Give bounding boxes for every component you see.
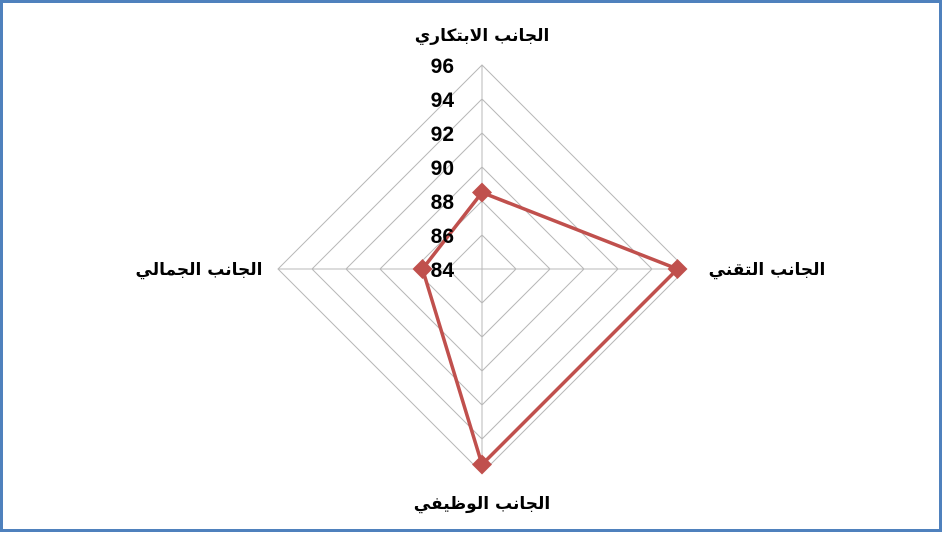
category-label-technical: الجانب التقني — [709, 260, 826, 280]
category-label-functional: الجانب الوظيفي — [414, 494, 550, 514]
grid — [277, 64, 687, 474]
category-label-innovative: الجانب الابتكاري — [415, 26, 550, 46]
tick-label: 88 — [431, 191, 455, 214]
tick-label: 94 — [431, 89, 455, 112]
category-label-aesthetic: الجانب الجمالي — [136, 260, 263, 280]
tick-label: 86 — [431, 225, 454, 248]
radar-chart: 84 86 88 90 92 94 96 الجانب الابتكاري ال… — [136, 26, 826, 514]
category-labels: الجانب الابتكاري الجانب التقني الجانب ال… — [136, 26, 826, 514]
data-point-marker — [472, 454, 492, 475]
tick-labels: 84 86 88 90 92 94 96 — [431, 55, 455, 282]
data-point-marker — [412, 259, 433, 279]
tick-label: 96 — [431, 55, 454, 78]
series — [412, 182, 688, 475]
tick-label: 92 — [431, 123, 454, 146]
tick-label: 90 — [431, 157, 454, 180]
data-point-marker — [667, 259, 688, 279]
data-point-marker — [472, 182, 492, 203]
series-line — [420, 190, 680, 467]
tick-label: 84 — [431, 259, 455, 282]
